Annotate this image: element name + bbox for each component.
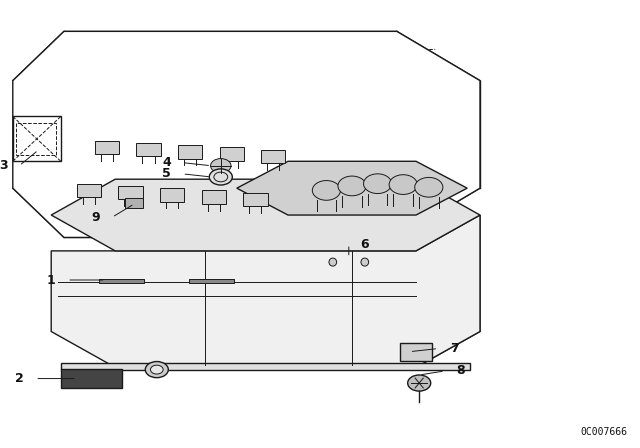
Polygon shape (51, 215, 480, 367)
Polygon shape (13, 116, 61, 161)
Text: 8: 8 (456, 364, 465, 378)
Circle shape (389, 175, 417, 194)
Polygon shape (416, 215, 480, 367)
Polygon shape (51, 179, 480, 251)
Bar (125, 198, 143, 208)
Text: 1: 1 (47, 273, 56, 287)
Text: 3: 3 (0, 159, 8, 172)
Text: 4: 4 (162, 156, 171, 169)
Ellipse shape (361, 258, 369, 266)
Bar (77, 184, 101, 197)
Bar (95, 141, 119, 154)
Circle shape (408, 375, 431, 391)
Bar (118, 186, 143, 199)
Circle shape (364, 174, 392, 194)
Bar (220, 147, 244, 161)
Text: 7: 7 (450, 342, 459, 355)
Bar (178, 145, 202, 159)
Polygon shape (189, 279, 234, 283)
Bar (160, 188, 184, 202)
Bar (261, 150, 285, 163)
Bar (61, 363, 470, 370)
Bar (400, 343, 432, 361)
Text: 6: 6 (360, 237, 369, 251)
Circle shape (338, 176, 366, 196)
Circle shape (415, 177, 443, 197)
Bar (243, 193, 268, 206)
FancyBboxPatch shape (326, 255, 371, 269)
Bar (61, 369, 122, 388)
Circle shape (312, 181, 340, 200)
Text: 2: 2 (15, 372, 24, 385)
Polygon shape (13, 31, 480, 237)
Polygon shape (99, 279, 144, 283)
Text: 0C007666: 0C007666 (580, 427, 627, 437)
Circle shape (145, 362, 168, 378)
Circle shape (209, 169, 232, 185)
Circle shape (211, 159, 231, 173)
Bar (202, 190, 226, 204)
Bar (136, 143, 161, 156)
Polygon shape (237, 161, 467, 215)
Circle shape (150, 365, 163, 374)
Text: 5: 5 (162, 167, 171, 181)
Ellipse shape (329, 258, 337, 266)
Text: 9: 9 (92, 211, 100, 224)
